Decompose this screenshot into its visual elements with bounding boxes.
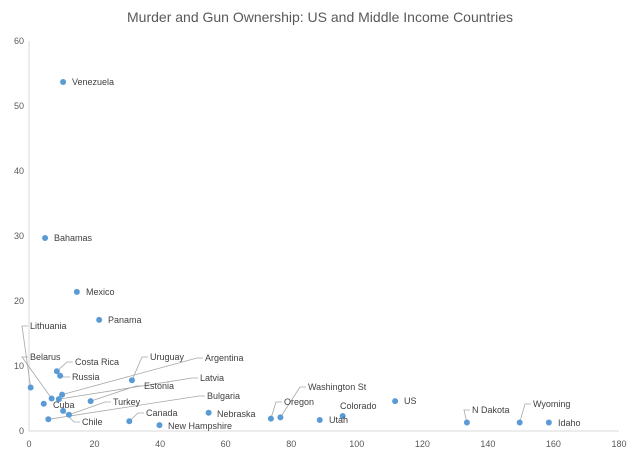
data-point xyxy=(392,398,399,405)
data-label: Utah xyxy=(329,415,348,425)
data-point xyxy=(339,413,346,420)
data-point xyxy=(156,422,163,429)
data-labels: Venezuela Bahamas Mexico Panama Lithuania Bel… xyxy=(30,77,581,431)
y-tick-label: 40 xyxy=(14,166,24,176)
data-point xyxy=(316,416,323,423)
leader-line xyxy=(48,395,205,420)
data-label: Costa Rica xyxy=(75,357,119,367)
y-tick-label: 50 xyxy=(14,101,24,111)
data-point xyxy=(42,234,49,241)
data-label: Nebraska xyxy=(217,409,256,419)
data-point xyxy=(126,418,133,425)
data-point xyxy=(65,411,72,418)
data-label: Mexico xyxy=(86,287,115,297)
data-point xyxy=(48,395,55,402)
data-label: Latvia xyxy=(200,373,224,383)
data-point xyxy=(60,78,67,85)
data-label: Bulgaria xyxy=(207,391,240,401)
leader-line xyxy=(21,325,32,388)
y-tick-label: 20 xyxy=(14,296,24,306)
data-label: Wyoming xyxy=(533,399,570,409)
data-point xyxy=(516,419,523,426)
data-label: New Hampshire xyxy=(168,421,232,431)
data-label: Bahamas xyxy=(54,233,93,243)
x-tick-label: 180 xyxy=(611,439,626,449)
data-label: Idaho xyxy=(558,418,581,428)
data-label: Cuba xyxy=(53,400,75,410)
data-label: Lithuania xyxy=(30,321,67,331)
leader-line xyxy=(463,409,470,423)
x-tick-label: 20 xyxy=(90,439,100,449)
data-point xyxy=(463,419,470,426)
x-tick-label: 160 xyxy=(546,439,561,449)
data-point xyxy=(545,419,552,426)
data-point xyxy=(59,391,66,398)
x-tick-label: 100 xyxy=(349,439,364,449)
x-tick-label: 140 xyxy=(480,439,495,449)
data-point xyxy=(205,409,212,416)
leader-line xyxy=(129,412,144,422)
data-point xyxy=(57,372,64,379)
leader-line xyxy=(62,357,203,395)
data-label: Colorado xyxy=(340,401,377,411)
data-label: Estonia xyxy=(144,381,174,391)
data-points xyxy=(27,78,552,429)
x-tick-label: 40 xyxy=(155,439,165,449)
leader-lines xyxy=(21,325,531,423)
leader-line xyxy=(58,377,198,400)
x-tick-label: 0 xyxy=(26,439,31,449)
y-tick-label: 60 xyxy=(14,36,24,46)
data-point xyxy=(96,316,103,323)
chart-title: Murder and Gun Ownership: US and Middle … xyxy=(127,9,513,25)
data-point xyxy=(87,398,94,405)
data-label: Uruguay xyxy=(150,352,185,362)
data-point xyxy=(45,416,52,423)
data-label: Chile xyxy=(82,417,103,427)
data-point xyxy=(73,288,80,295)
data-point xyxy=(267,415,274,422)
y-tick-label: 0 xyxy=(19,426,24,436)
leader-line xyxy=(519,403,531,423)
data-point xyxy=(53,368,60,375)
data-label: Argentina xyxy=(205,353,244,363)
data-point xyxy=(40,400,47,407)
data-label: Turkey xyxy=(113,397,141,407)
data-label: Oregon xyxy=(284,397,314,407)
y-tick-label: 10 xyxy=(14,361,24,371)
data-point xyxy=(277,414,284,421)
data-label: N Dakota xyxy=(472,405,510,415)
data-label: Panama xyxy=(108,315,142,325)
data-label: Washington St xyxy=(308,382,367,392)
data-label: US xyxy=(404,396,417,406)
data-label: Russia xyxy=(72,372,100,382)
x-tick-label: 60 xyxy=(221,439,231,449)
leader-line xyxy=(56,361,73,372)
leader-line xyxy=(21,356,52,399)
x-tick-label: 80 xyxy=(286,439,296,449)
data-label: Belarus xyxy=(30,352,61,362)
y-tick-label: 30 xyxy=(14,231,24,241)
leader-line xyxy=(270,401,282,419)
data-label: Canada xyxy=(146,408,178,418)
data-point xyxy=(27,384,34,391)
x-tick-label: 120 xyxy=(415,439,430,449)
leader-line xyxy=(68,401,111,416)
data-label: Venezuela xyxy=(72,77,114,87)
axes: 0 20 40 60 80 100 120 140 160 180 0 10 20 30 40 50 60 xyxy=(14,36,627,449)
data-point xyxy=(55,396,62,403)
data-point xyxy=(60,407,67,414)
leader-line xyxy=(280,386,306,418)
leader-line xyxy=(131,356,148,381)
data-point xyxy=(128,377,135,384)
leader-line xyxy=(90,385,142,402)
